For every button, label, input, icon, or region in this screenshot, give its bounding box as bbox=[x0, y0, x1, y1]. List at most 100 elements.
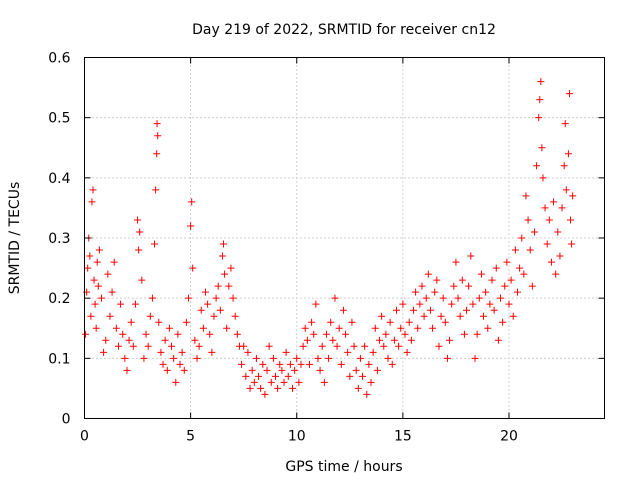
data-point bbox=[218, 252, 226, 260]
data-point bbox=[530, 228, 538, 236]
data-point bbox=[131, 300, 139, 308]
data-point bbox=[168, 342, 176, 350]
data-point bbox=[280, 378, 288, 386]
data-point bbox=[435, 342, 443, 350]
data-point bbox=[182, 318, 190, 326]
data-point bbox=[558, 204, 566, 212]
data-point bbox=[276, 360, 284, 368]
data-point bbox=[97, 294, 105, 302]
data-point bbox=[263, 366, 271, 374]
data-point bbox=[371, 324, 379, 332]
x-tick-label: 15 bbox=[394, 429, 412, 445]
data-point bbox=[310, 330, 318, 338]
data-points bbox=[82, 78, 577, 398]
data-point bbox=[170, 354, 178, 362]
data-point bbox=[420, 312, 428, 320]
data-point bbox=[197, 306, 205, 314]
data-point bbox=[416, 300, 424, 308]
data-point bbox=[86, 252, 94, 260]
data-point bbox=[144, 342, 152, 350]
data-point bbox=[289, 384, 296, 392]
data-point bbox=[259, 360, 267, 368]
data-point bbox=[229, 294, 237, 302]
data-point bbox=[333, 342, 341, 350]
data-point bbox=[467, 252, 475, 260]
x-axis-label: GPS time / hours bbox=[285, 459, 402, 475]
data-point bbox=[488, 276, 496, 284]
data-point bbox=[376, 336, 384, 344]
data-point bbox=[346, 372, 354, 380]
data-point bbox=[335, 324, 343, 332]
data-point bbox=[320, 378, 328, 386]
data-point bbox=[299, 342, 307, 350]
data-point bbox=[91, 300, 99, 308]
data-point bbox=[543, 240, 551, 248]
data-point bbox=[206, 330, 214, 338]
data-point bbox=[119, 330, 127, 338]
data-point bbox=[95, 246, 103, 254]
data-point bbox=[348, 318, 356, 326]
data-point bbox=[520, 270, 528, 278]
data-point bbox=[199, 324, 207, 332]
data-point bbox=[367, 378, 375, 386]
data-point bbox=[102, 336, 110, 344]
data-point bbox=[541, 204, 549, 212]
y-tick-label: 0.3 bbox=[48, 231, 70, 247]
data-point bbox=[178, 348, 186, 356]
data-point bbox=[537, 78, 545, 86]
data-point bbox=[354, 384, 362, 392]
data-point bbox=[486, 300, 494, 308]
y-tick-label: 0.6 bbox=[48, 51, 70, 67]
data-point bbox=[516, 264, 524, 272]
data-point bbox=[484, 324, 492, 332]
data-point bbox=[552, 270, 560, 278]
data-point bbox=[533, 162, 541, 170]
axis-ticks bbox=[84, 57, 605, 419]
data-point bbox=[561, 120, 569, 128]
data-point bbox=[446, 336, 454, 344]
data-point bbox=[388, 360, 396, 368]
data-point bbox=[556, 252, 564, 260]
data-point bbox=[136, 228, 144, 236]
data-point bbox=[161, 336, 169, 344]
y-tick-label: 0.5 bbox=[48, 111, 70, 127]
data-point bbox=[545, 216, 553, 224]
data-point bbox=[106, 312, 114, 320]
data-point bbox=[284, 372, 292, 380]
data-point bbox=[524, 216, 532, 224]
data-point bbox=[390, 336, 398, 344]
data-point bbox=[274, 384, 282, 392]
data-point bbox=[82, 330, 90, 338]
data-point bbox=[180, 366, 188, 374]
data-point bbox=[282, 348, 290, 356]
data-point bbox=[195, 342, 203, 350]
data-point bbox=[492, 264, 500, 272]
data-point bbox=[565, 90, 573, 98]
data-point bbox=[153, 150, 161, 158]
data-point bbox=[314, 354, 322, 362]
y-tick-label: 0.2 bbox=[48, 291, 70, 307]
data-point bbox=[418, 282, 426, 290]
data-point bbox=[93, 258, 101, 266]
data-point bbox=[450, 282, 458, 290]
data-point bbox=[127, 318, 135, 326]
data-point bbox=[393, 306, 400, 314]
data-point bbox=[250, 378, 258, 386]
data-point bbox=[172, 378, 180, 386]
data-point bbox=[297, 360, 305, 368]
data-point bbox=[369, 348, 377, 356]
data-point bbox=[225, 282, 233, 290]
data-point bbox=[316, 366, 324, 374]
data-point bbox=[499, 318, 507, 326]
data-point bbox=[246, 384, 254, 392]
data-point bbox=[322, 330, 330, 338]
data-point bbox=[401, 330, 409, 338]
data-point bbox=[121, 354, 129, 362]
data-point bbox=[403, 348, 411, 356]
data-point bbox=[452, 258, 460, 266]
data-point bbox=[511, 246, 519, 254]
data-point bbox=[424, 270, 432, 278]
data-point bbox=[94, 282, 102, 290]
data-point bbox=[221, 270, 229, 278]
data-point bbox=[159, 360, 167, 368]
